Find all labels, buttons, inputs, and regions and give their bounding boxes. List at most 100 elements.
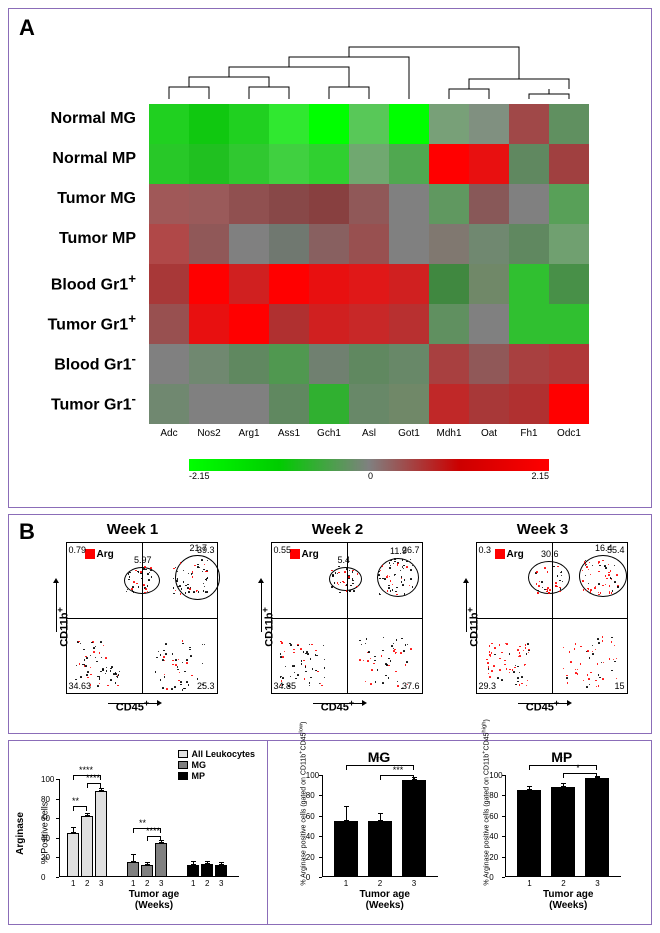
heatmap-row-label: Normal MP bbox=[19, 139, 144, 179]
colorbar bbox=[189, 459, 549, 471]
heatmap-cell bbox=[269, 184, 309, 224]
heatmap-cell bbox=[269, 344, 309, 384]
heatmap-cell bbox=[269, 144, 309, 184]
bar bbox=[517, 790, 541, 877]
heatmap-cell bbox=[349, 304, 389, 344]
scatter-dots bbox=[477, 543, 627, 693]
heatmap-cell bbox=[389, 264, 429, 304]
heatmap-cell bbox=[309, 384, 349, 424]
heatmap-cell bbox=[189, 104, 229, 144]
heatmap-cell bbox=[389, 344, 429, 384]
heatmap-cell bbox=[509, 384, 549, 424]
bar bbox=[67, 833, 79, 877]
heatmap-cell bbox=[149, 264, 189, 304]
heatmap-cell bbox=[509, 104, 549, 144]
heatmap-cell bbox=[389, 304, 429, 344]
heatmap-cell bbox=[549, 344, 589, 384]
scatter-box: Arg0.7939.334.6325.35.9721.7CD11b+CD45+ bbox=[48, 542, 218, 712]
heatmap-cell bbox=[549, 224, 589, 264]
heatmap-col-label: Odc1 bbox=[549, 428, 589, 439]
heatmap-row-label: Tumor MG bbox=[19, 179, 144, 219]
heatmap-cell bbox=[389, 224, 429, 264]
scatter-plot: Arg0.7939.334.6325.35.9721.7 bbox=[66, 542, 218, 694]
heatmap-cell bbox=[509, 184, 549, 224]
bar bbox=[127, 862, 139, 877]
heatmap-cell bbox=[269, 304, 309, 344]
heatmap-cell bbox=[389, 104, 429, 144]
heatmap-cell bbox=[149, 344, 189, 384]
scatter-title: Week 1 bbox=[33, 521, 233, 538]
grouped-bar-chart: 020406080100Arginase% Positive cells1231… bbox=[17, 749, 259, 916]
panel-a: A Normal MGNor bbox=[8, 8, 652, 508]
heatmap-row-label: Normal MG bbox=[19, 99, 144, 139]
heatmap-cell bbox=[509, 304, 549, 344]
heatmap-cell bbox=[349, 104, 389, 144]
heatmap-cell bbox=[469, 224, 509, 264]
heatmap-cell bbox=[269, 104, 309, 144]
heatmap-cell bbox=[549, 304, 589, 344]
heatmap-cell bbox=[549, 144, 589, 184]
scatter-x-axis: CD45+ bbox=[526, 698, 559, 714]
heatmap-cell bbox=[429, 304, 469, 344]
heatmap-cell bbox=[229, 224, 269, 264]
heatmap-cell bbox=[509, 344, 549, 384]
heatmap-col-label: Got1 bbox=[389, 428, 429, 439]
heatmap-cell bbox=[229, 304, 269, 344]
heatmap-cell bbox=[189, 184, 229, 224]
heatmap-col-label: Mdh1 bbox=[429, 428, 469, 439]
heatmap-cell bbox=[229, 344, 269, 384]
small-bar-chart: MP020406080100% Arginase positive cells … bbox=[461, 749, 641, 916]
heatmap-cell bbox=[429, 104, 469, 144]
figure-container: A Normal MGNor bbox=[0, 0, 660, 933]
heatmap-cell bbox=[309, 304, 349, 344]
colorbar-min: -2.15 bbox=[189, 471, 210, 481]
dendrogram bbox=[149, 39, 589, 99]
heatmap-cell bbox=[149, 104, 189, 144]
heatmap-container: Normal MGNormal MPTumor MGTumor MPBlood … bbox=[149, 39, 589, 481]
scatter-plot-wrap: Week 1 Arg0.7939.334.6325.35.9721.7CD11b+… bbox=[33, 521, 233, 727]
scatter-plot: Arg0.355.429.31530.616.4 bbox=[476, 542, 628, 694]
bar bbox=[551, 787, 575, 877]
heatmap-cell bbox=[269, 384, 309, 424]
heatmap-cell bbox=[389, 384, 429, 424]
heatmap-grid bbox=[149, 104, 589, 424]
heatmap-row-label: Tumor Gr1- bbox=[19, 379, 144, 419]
scatter-x-axis: CD45+ bbox=[116, 698, 149, 714]
heatmap-cell bbox=[429, 224, 469, 264]
bar bbox=[141, 865, 153, 877]
heatmap-cell bbox=[229, 264, 269, 304]
heatmap-cell bbox=[229, 104, 269, 144]
heatmap-cell bbox=[149, 304, 189, 344]
heatmap-cell bbox=[469, 384, 509, 424]
heatmap-cell bbox=[469, 104, 509, 144]
heatmap-cell bbox=[229, 184, 269, 224]
scatter-box: Arg0.355.429.31530.616.4CD11b+CD45+ bbox=[458, 542, 628, 712]
bar-legend: All LeukocytesMGMP bbox=[178, 749, 255, 782]
heatmap-cell bbox=[429, 384, 469, 424]
scatter-title: Week 2 bbox=[238, 521, 438, 538]
colorbar-mid: 0 bbox=[368, 471, 373, 481]
bar bbox=[81, 816, 93, 877]
heatmap-row-label: Tumor Gr1+ bbox=[19, 299, 144, 339]
scatter-x-axis: CD45+ bbox=[321, 698, 354, 714]
bottom-left-chart-panel: 020406080100Arginase% Positive cells1231… bbox=[8, 740, 268, 925]
heatmap-col-labels: AdcNos2Arg1Ass1Gch1AslGot1Mdh1OatFh1Odc1 bbox=[149, 428, 589, 439]
colorbar-container: -2.15 0 2.15 bbox=[149, 459, 589, 481]
heatmap-col-label: Arg1 bbox=[229, 428, 269, 439]
heatmap-cell bbox=[269, 264, 309, 304]
heatmap-cell bbox=[309, 184, 349, 224]
heatmap-cell bbox=[309, 104, 349, 144]
scatter-dots bbox=[67, 543, 217, 693]
bar bbox=[95, 791, 107, 877]
bar bbox=[585, 778, 609, 877]
heatmap-cell bbox=[429, 264, 469, 304]
heatmap-col-label: Adc bbox=[149, 428, 189, 439]
heatmap-cell bbox=[309, 144, 349, 184]
heatmap-col-label: Fh1 bbox=[509, 428, 549, 439]
heatmap-col-label: Nos2 bbox=[189, 428, 229, 439]
heatmap-cell bbox=[469, 344, 509, 384]
heatmap-cell bbox=[269, 224, 309, 264]
small-bar-chart: MG020406080100% Arginase positive cells … bbox=[278, 749, 458, 916]
panel-b-bottom: 020406080100Arginase% Positive cells1231… bbox=[8, 740, 652, 925]
panel-b-top: B Week 1Arg0.7939.334.6325.35.9721.7CD11… bbox=[8, 514, 652, 734]
